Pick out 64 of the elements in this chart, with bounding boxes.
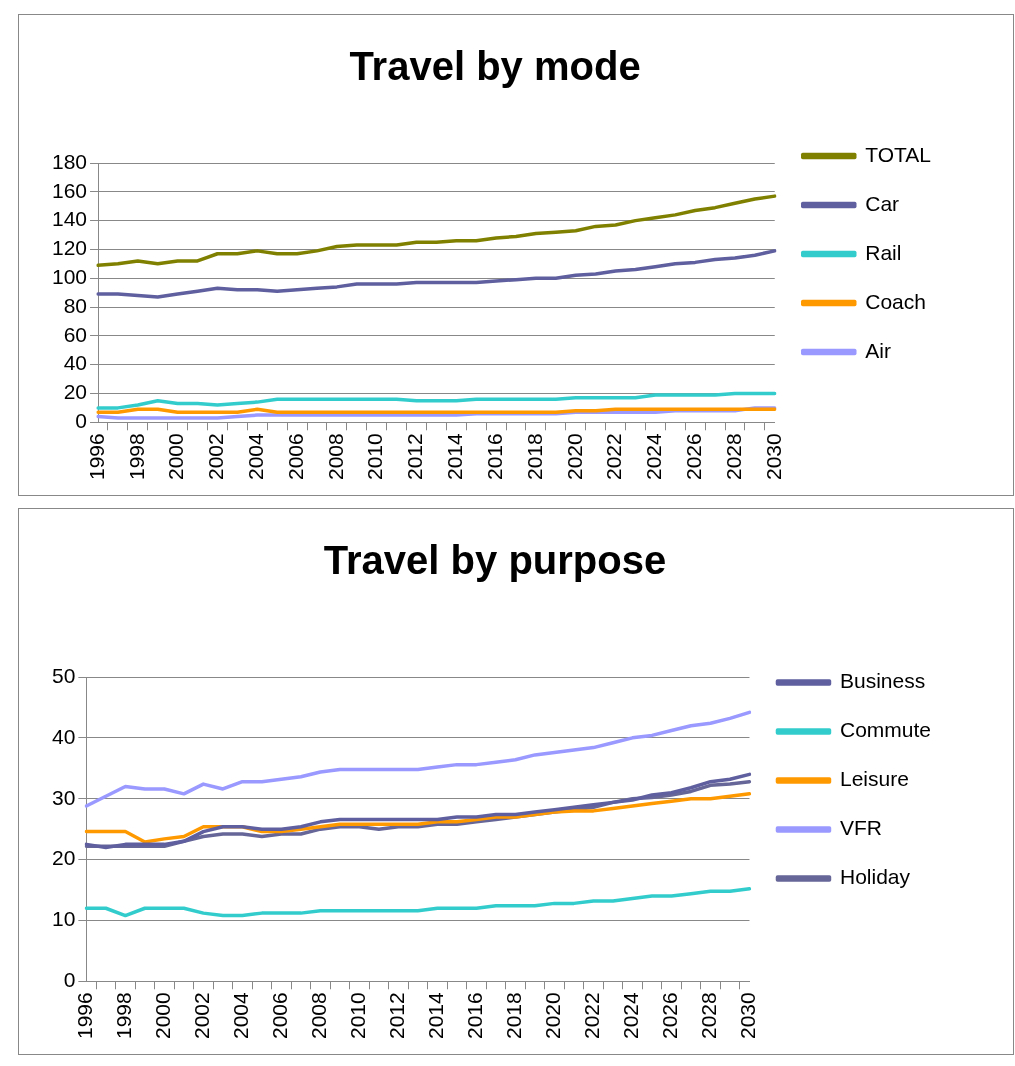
y-tick-label: 120 [51, 236, 88, 260]
x-tick-label: 2008 [323, 433, 347, 480]
y-tick-label: 40 [63, 351, 88, 375]
x-tick-label: 2014 [443, 432, 467, 480]
legend-label: Air [865, 338, 891, 362]
y-tick-label: 100 [51, 265, 88, 289]
x-tick-label: 2002 [190, 992, 214, 1039]
x-tick-label: 2016 [482, 433, 506, 480]
legend-label: Car [865, 191, 900, 215]
legend-label: Holiday [839, 865, 911, 889]
x-tick-label: 2004 [244, 432, 268, 480]
x-tick-label: 2008 [307, 992, 331, 1039]
x-tick-label: 2022 [580, 992, 604, 1039]
legend-label: VFR [839, 816, 882, 840]
y-tick-label: 0 [75, 409, 88, 433]
y-tick-label: 30 [52, 785, 76, 809]
x-tick-label: 2026 [658, 992, 682, 1039]
x-tick-label: 2010 [346, 992, 370, 1039]
x-tick-label: 2012 [385, 992, 409, 1039]
x-tick-label: 2030 [736, 992, 760, 1039]
x-tick-label: 2000 [164, 433, 188, 480]
y-tick-label: 60 [63, 322, 88, 346]
x-tick-label: 1998 [112, 992, 136, 1039]
y-tick-label: 0 [63, 968, 76, 992]
x-tick-label: 2006 [268, 992, 292, 1039]
legend-label: Rail [865, 240, 902, 264]
x-tick-label: 2020 [562, 433, 586, 480]
x-tick-label: 1998 [124, 433, 148, 480]
x-tick-label: 2000 [151, 992, 175, 1039]
y-tick-label: 140 [51, 207, 88, 231]
legend-label: TOTAL [865, 142, 932, 166]
legend-label: Coach [865, 289, 926, 313]
x-tick-label: 2020 [541, 992, 565, 1039]
legend-label: Business [839, 669, 926, 693]
y-tick-label: 40 [52, 724, 76, 748]
x-tick-label: 2006 [283, 433, 307, 480]
x-tick-label: 2012 [403, 433, 427, 480]
x-tick-label: 2026 [681, 433, 705, 480]
x-tick-label: 2010 [363, 433, 387, 480]
y-tick-label: 20 [52, 846, 76, 870]
x-tick-label: 2014 [424, 991, 448, 1039]
x-tick-label: 1996 [73, 992, 97, 1039]
x-tick-label: 2016 [463, 992, 487, 1039]
y-tick-label: 180 [51, 149, 88, 173]
x-tick-label: 2018 [502, 992, 526, 1039]
y-tick-label: 20 [63, 380, 88, 404]
y-tick-label: 80 [63, 293, 88, 317]
x-tick-label: 2002 [204, 433, 228, 480]
y-tick-label: 50 [52, 663, 76, 687]
legend-label: Commute [839, 718, 932, 742]
x-tick-label: 2024 [619, 991, 643, 1039]
x-tick-label: 2004 [229, 991, 253, 1039]
x-tick-label: 2030 [761, 433, 785, 480]
x-tick-label: 1996 [84, 433, 108, 480]
chart-title: Travel by purpose [323, 538, 667, 583]
chart-title: Travel by mode [349, 44, 641, 89]
x-tick-label: 2028 [697, 992, 721, 1039]
legend-label: Leisure [839, 767, 909, 791]
x-tick-label: 2022 [602, 433, 626, 480]
x-tick-label: 2024 [642, 432, 666, 480]
x-tick-label: 2018 [522, 433, 546, 480]
x-tick-label: 2028 [721, 433, 745, 480]
y-tick-label: 160 [51, 178, 88, 202]
y-tick-label: 10 [52, 907, 76, 931]
